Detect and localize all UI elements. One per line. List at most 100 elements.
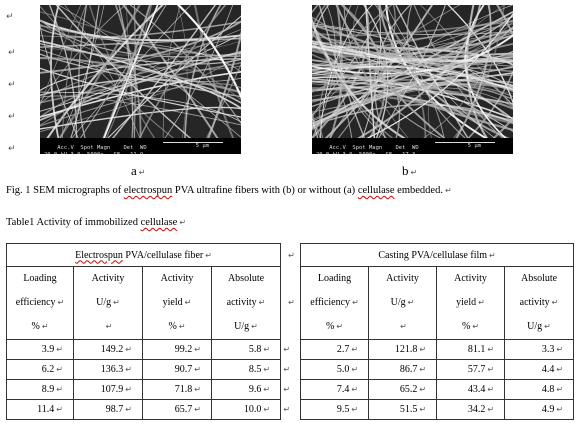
header-line: Activity	[160, 273, 194, 284]
paragraph-mark: ↵	[8, 112, 16, 122]
group-header-row: Electrospun PVA/cellulase fiber ↵ ↵ Casti…	[5, 243, 575, 267]
table-row: 3.9 ↵ 149.2 ↵ 99.2 ↵ 5.8 ↵ ↵ 2.7 ↵ 121.8 ↵ 81.1 ↵ 3.3 ↵	[6, 339, 575, 360]
header-line: Activity	[454, 273, 487, 284]
table-cell: 90.7 ↵	[142, 359, 212, 380]
sem-micrograph-a[interactable]: Acc.V Spot Magn Det WD 20.0 kV 3.0 5000x…	[40, 5, 241, 154]
gap-cell: ↵	[280, 379, 302, 400]
fiber-strand	[40, 78, 241, 104]
fiber-strand	[79, 5, 167, 138]
fiber-strand	[492, 116, 513, 138]
fiber-strand	[176, 5, 241, 100]
fiber-strand	[312, 76, 513, 120]
scale-bar-line-a	[163, 142, 223, 143]
fiber-image-b	[312, 5, 513, 138]
paragraph-mark: ↵	[6, 12, 14, 22]
column-header-3: Activity yield ↵ % ↵	[142, 266, 212, 340]
gap-cell: ↵	[280, 359, 302, 380]
table-cell: 3.9 ↵	[6, 339, 74, 360]
fiber-strand	[312, 82, 513, 103]
header-line: Absolute	[520, 273, 558, 284]
column-header-1: Loading efficiency ↵ % ↵	[6, 266, 74, 340]
table-cell: 11.4 ↵	[6, 399, 74, 420]
sem-micrograph-b[interactable]: Acc.V Spot Magn Det WD 20.0 kV 3.0 5000x…	[312, 5, 513, 154]
column-header-2: Activity U/g ↵ ↵	[368, 266, 438, 340]
group-header-film: Casting PVA/cellulase film ↵	[300, 243, 575, 267]
header-line: U/g ↵	[234, 321, 258, 332]
table-cell: 10.0 ↵	[210, 399, 282, 420]
column-header-3: Activity yield ↵ % ↵	[436, 266, 506, 340]
fiber-strand	[40, 29, 241, 126]
table-cell: 65.7 ↵	[142, 399, 212, 420]
fiber-strand	[58, 5, 141, 138]
fiber-strand	[48, 5, 78, 138]
table-cell: 136.3 ↵	[73, 359, 143, 380]
column-header-row: Loading efficiency ↵% ↵ Activity U/g ↵ ↵ Activit…	[6, 266, 575, 340]
table-cell: 149.2 ↵	[73, 339, 143, 360]
group-header-fiber: Electrospun PVA/cellulase fiber ↵	[5, 243, 282, 267]
table-body: 3.9 ↵ 149.2 ↵ 99.2 ↵ 5.8 ↵ ↵ 2.7 ↵ 121.8 ↵ 81.1 ↵ 3.3 ↵ 6…	[6, 339, 575, 420]
fiber-strand	[312, 5, 461, 118]
fiber-image-a	[40, 5, 241, 138]
table-cell: 5.8 ↵	[210, 339, 282, 360]
fiber-strand	[162, 5, 181, 138]
scale-info-bar-a: Acc.V Spot Magn Det WD 20.0 kV 3.0 5000x…	[40, 138, 241, 154]
table-cell: 34.2 ↵	[436, 399, 506, 420]
fiber-strand	[40, 83, 241, 127]
paragraph-mark: ↵	[8, 48, 16, 58]
table-cell: 3.3 ↵	[504, 339, 575, 360]
fiber-strand	[312, 34, 513, 85]
fiber-strand	[312, 72, 513, 130]
table-cell: 81.1 ↵	[436, 339, 506, 360]
table-cell: 4.9 ↵	[504, 399, 575, 420]
fiber-strand	[312, 87, 513, 125]
fiber-strand	[40, 91, 241, 123]
paragraph-mark: ↵	[8, 144, 16, 154]
column-header-2: Activity U/g ↵ ↵	[73, 266, 143, 340]
table-cell: 8.5 ↵	[210, 359, 282, 380]
fiber-strand	[335, 5, 446, 138]
fiber-strand	[319, 5, 373, 138]
fiber-strand	[138, 5, 227, 138]
fiber-strand	[40, 36, 241, 105]
header-line: efficiency ↵	[310, 297, 359, 308]
header-line: yield ↵	[456, 297, 485, 308]
fiber-strand	[373, 5, 412, 138]
header-line: % ↵	[168, 321, 186, 332]
fiber-strand	[40, 35, 241, 73]
fiber-strand	[164, 5, 234, 138]
gap-cell: ↵	[280, 339, 302, 360]
fiber-strand	[406, 5, 467, 138]
fiber-strand	[328, 5, 343, 138]
table-cell: 51.5 ↵	[368, 399, 438, 420]
table-cell: 107.9 ↵	[73, 379, 143, 400]
table-row: 6.2 ↵ 136.3 ↵ 90.7 ↵ 8.5 ↵ ↵ 5.0 ↵ 86.7 ↵ 57.7 ↵ 4.4 ↵	[6, 359, 575, 380]
fiber-strand	[103, 5, 159, 138]
header-line: Activity	[91, 273, 125, 284]
table-cell: 99.2 ↵	[142, 339, 212, 360]
fiber-strand	[78, 5, 88, 138]
header-line: yield ↵	[162, 297, 192, 308]
column-header-4: Absolute activity ↵ U/g ↵	[210, 266, 282, 340]
panel-label-b: b ↵	[402, 163, 418, 178]
fiber-strand	[395, 5, 469, 138]
table-cell: 71.8 ↵	[142, 379, 212, 400]
table-cell: 6.2 ↵	[6, 359, 74, 380]
header-line: % ↵	[325, 321, 344, 332]
header-line: efficiency ↵	[15, 297, 65, 308]
fiber-strand	[312, 5, 327, 138]
table-cell: 57.7 ↵	[436, 359, 506, 380]
fiber-strand	[318, 5, 393, 138]
fiber-strand	[340, 5, 401, 138]
fiber-strand	[312, 79, 513, 84]
fiber-strand	[40, 52, 241, 119]
fiber-strand	[330, 5, 513, 138]
table-cell: 43.4 ↵	[436, 379, 506, 400]
fiber-strand	[40, 62, 241, 104]
fiber-strand	[312, 58, 513, 108]
table-cell: 8.9 ↵	[6, 379, 74, 400]
fiber-strand	[312, 63, 513, 93]
header-line: activity ↵	[226, 297, 266, 308]
table-cell: 9.6 ↵	[210, 379, 282, 400]
fiber-strand	[129, 5, 241, 125]
fiber-strand	[376, 5, 427, 138]
